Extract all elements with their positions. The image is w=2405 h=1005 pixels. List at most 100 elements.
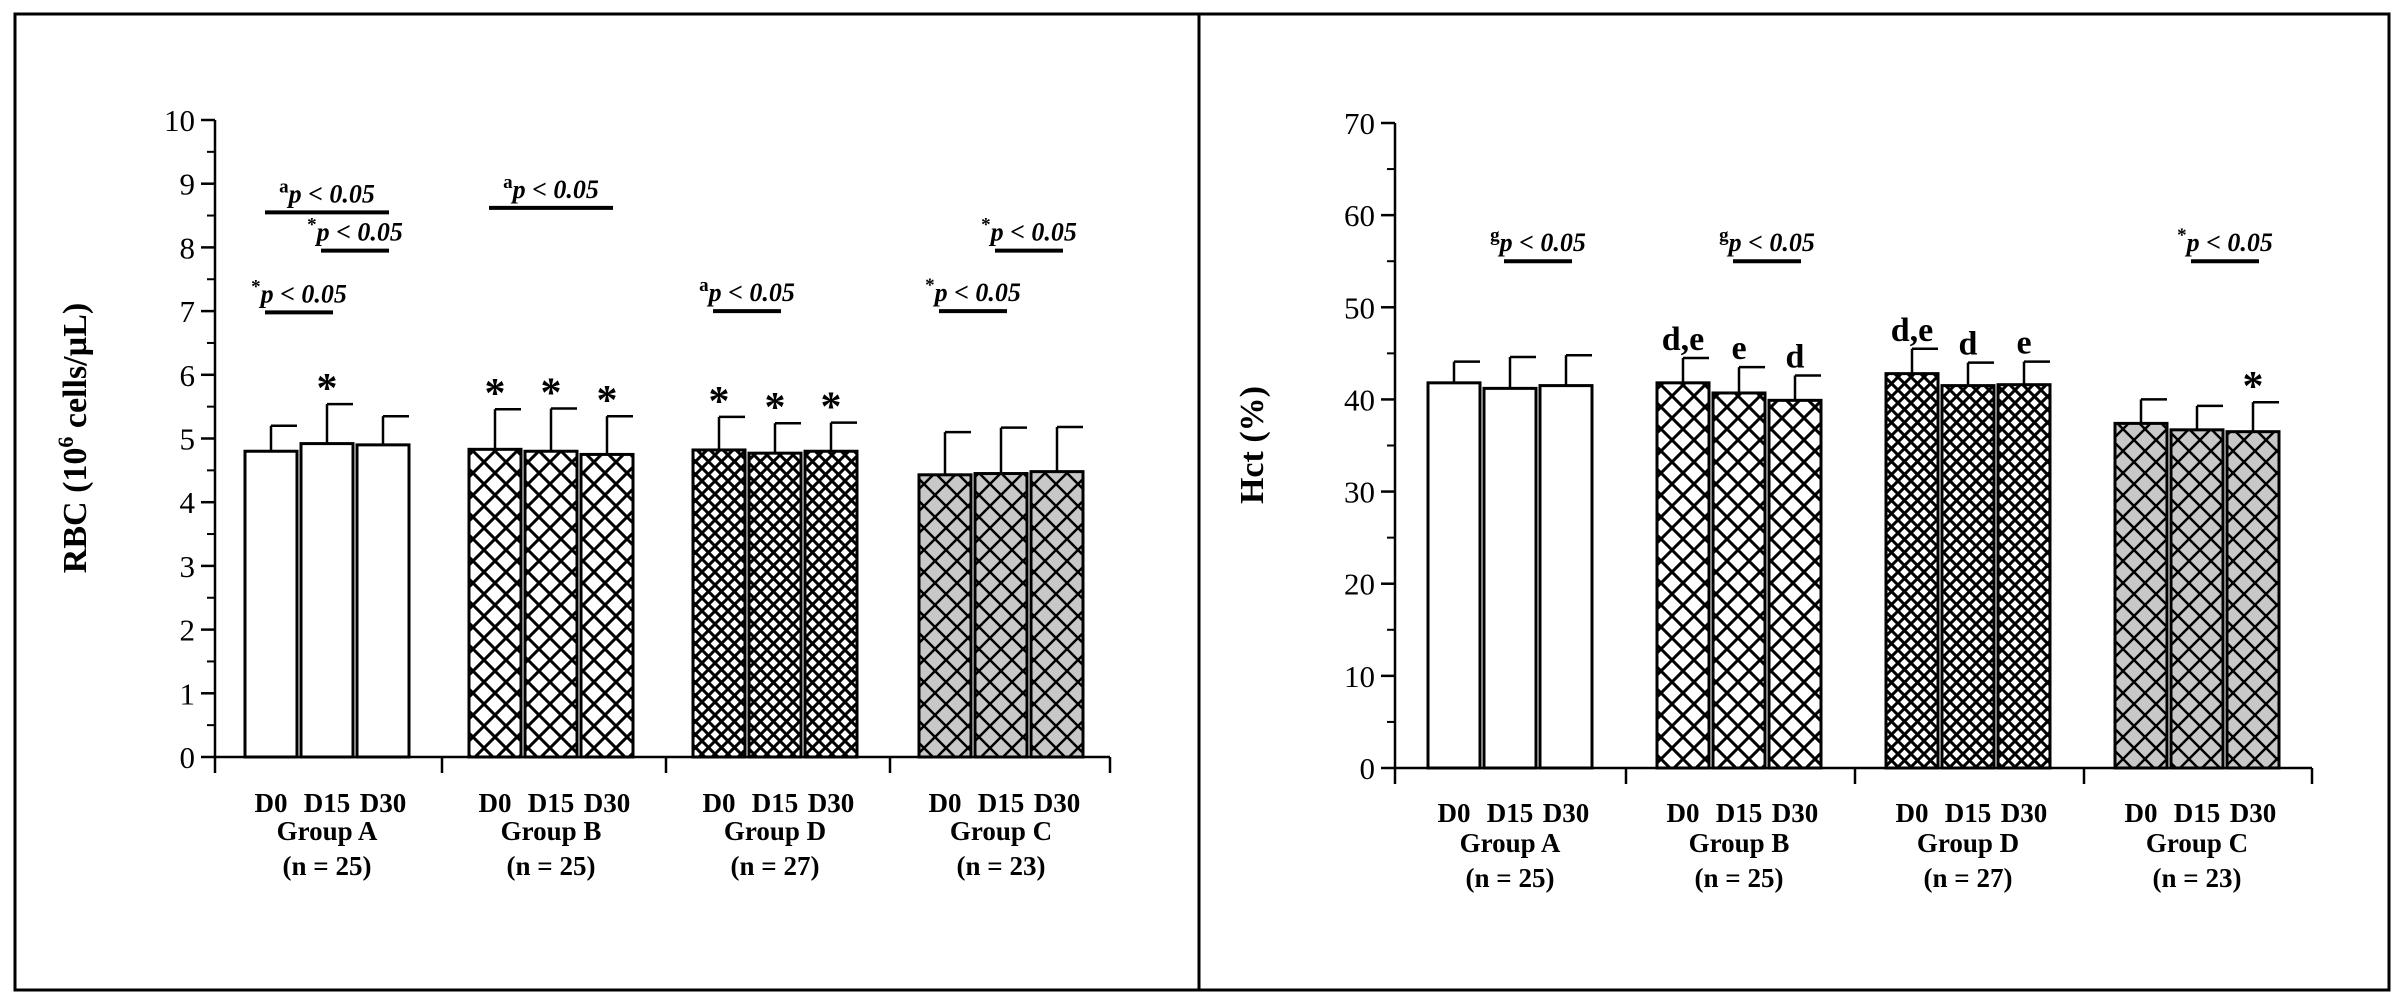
bar [1538, 384, 1594, 770]
group-n-label: (n = 27) [731, 851, 820, 881]
x-day-label: D30 [584, 788, 631, 818]
x-day-label: D30 [1772, 798, 1819, 828]
y-tick-label: 50 [1344, 290, 1375, 325]
x-day-label: D15 [2174, 798, 2221, 828]
x-day-label: D15 [528, 788, 575, 818]
p-value-text: p < 0.05 [287, 179, 375, 208]
y-axis-title-sup: 6 [53, 437, 78, 448]
group-n-label: (n = 25) [1466, 863, 1555, 893]
p-value-annotation: *p < 0.05 [307, 215, 403, 247]
bar [1482, 386, 1538, 770]
y-tick-label: 10 [1344, 659, 1375, 694]
bar [1029, 470, 1085, 759]
p-value-superscript: g [1490, 225, 1500, 246]
y-axis-title-rest: cells/µL) [57, 303, 94, 437]
x-day-label: D0 [1667, 798, 1700, 828]
p-value-annotation: ap < 0.05 [699, 275, 795, 307]
p-value-annotation: *p < 0.05 [251, 276, 347, 308]
x-day-label: D15 [1716, 798, 1763, 828]
bar-significance-mark: * [541, 371, 562, 417]
y-tick-label: 1 [180, 676, 196, 711]
right-panel-frame [1197, 12, 2391, 992]
bar [2169, 428, 2225, 770]
y-tick-label: 5 [180, 422, 196, 457]
x-day-label: D30 [1034, 788, 1081, 818]
y-tick-label: 70 [1344, 106, 1375, 141]
bar [1767, 398, 1823, 770]
group-label: Group C [2146, 828, 2248, 858]
p-value-superscript: * [981, 215, 991, 236]
p-value-annotation: ap < 0.05 [503, 172, 599, 204]
x-day-label: D0 [2125, 798, 2158, 828]
bar [243, 449, 299, 759]
x-day-label: D15 [1945, 798, 1992, 828]
p-value-annotation: gp < 0.05 [1719, 225, 1815, 257]
y-tick-label: 4 [180, 485, 196, 520]
bar [2113, 421, 2169, 770]
y-tick-label: 9 [180, 167, 196, 202]
x-day-label: D0 [1896, 798, 1929, 828]
bar-significance-mark: * [485, 371, 506, 417]
bar-significance-mark: d,e [1662, 321, 1705, 358]
y-tick-label: 20 [1344, 567, 1375, 602]
p-value-annotation: *p < 0.05 [2177, 225, 2273, 257]
p-value-annotation: *p < 0.05 [981, 215, 1077, 247]
p-value-annotation: gp < 0.05 [1490, 225, 1586, 257]
p-value-annotation: *p < 0.05 [925, 275, 1021, 307]
bar [973, 472, 1029, 759]
bar [1655, 381, 1711, 770]
y-tick-label: 60 [1344, 198, 1375, 233]
p-value-text: p < 0.05 [989, 218, 1077, 247]
y-tick-label: 2 [180, 613, 196, 648]
x-day-label: D15 [304, 788, 351, 818]
group-label: Group D [1917, 828, 2019, 858]
p-value-superscript: * [307, 215, 317, 236]
y-tick-label: 8 [180, 230, 196, 265]
x-day-label: D15 [978, 788, 1025, 818]
bar [1940, 384, 1996, 770]
bar [1884, 372, 1940, 770]
p-value-superscript: g [1719, 225, 1729, 246]
group-n-label: (n = 27) [1924, 863, 2013, 893]
bar [691, 448, 747, 759]
y-axis-title-main: RBC (10 [57, 448, 94, 574]
group-n-label: (n = 23) [957, 851, 1046, 881]
p-value-superscript: * [2177, 225, 2187, 246]
x-day-label: D30 [808, 788, 855, 818]
x-day-label: D30 [1543, 798, 1590, 828]
bar-significance-mark: e [1731, 330, 1746, 367]
group-label: Group A [277, 816, 378, 846]
y-tick-label: 7 [180, 294, 196, 329]
y-axis-title: Hct (%) [1234, 386, 1271, 504]
bar-significance-mark: e [2016, 325, 2031, 362]
y-tick-label: 0 [180, 740, 196, 775]
y-tick-label: 0 [1360, 751, 1376, 786]
p-value-text: p < 0.05 [259, 279, 347, 308]
y-axis-title: RBC (106 cells/µL) [53, 303, 94, 573]
bar [917, 473, 973, 759]
p-value-superscript: a [699, 275, 709, 296]
bar-significance-mark: * [765, 385, 786, 431]
bar [1996, 383, 2052, 770]
group-n-label: (n = 23) [2153, 863, 2242, 893]
x-day-label: D15 [752, 788, 799, 818]
y-tick-label: 40 [1344, 382, 1375, 417]
p-value-text: p < 0.05 [933, 278, 1021, 307]
x-day-label: D0 [255, 788, 288, 818]
bar [1426, 381, 1482, 770]
y-tick-label: 30 [1344, 475, 1375, 510]
group-n-label: (n = 25) [283, 851, 372, 881]
bar-significance-mark: d [1959, 326, 1978, 363]
p-value-superscript: * [925, 275, 935, 296]
p-value-text: p < 0.05 [707, 278, 795, 307]
p-value-text: p < 0.05 [511, 175, 599, 204]
bar-significance-mark: * [821, 385, 842, 431]
p-value-superscript: a [279, 176, 289, 197]
p-value-text: p < 0.05 [315, 218, 403, 247]
bar [1711, 391, 1767, 770]
x-day-label: D15 [1487, 798, 1534, 828]
bar-significance-mark: * [709, 379, 730, 425]
group-label: Group A [1460, 828, 1561, 858]
